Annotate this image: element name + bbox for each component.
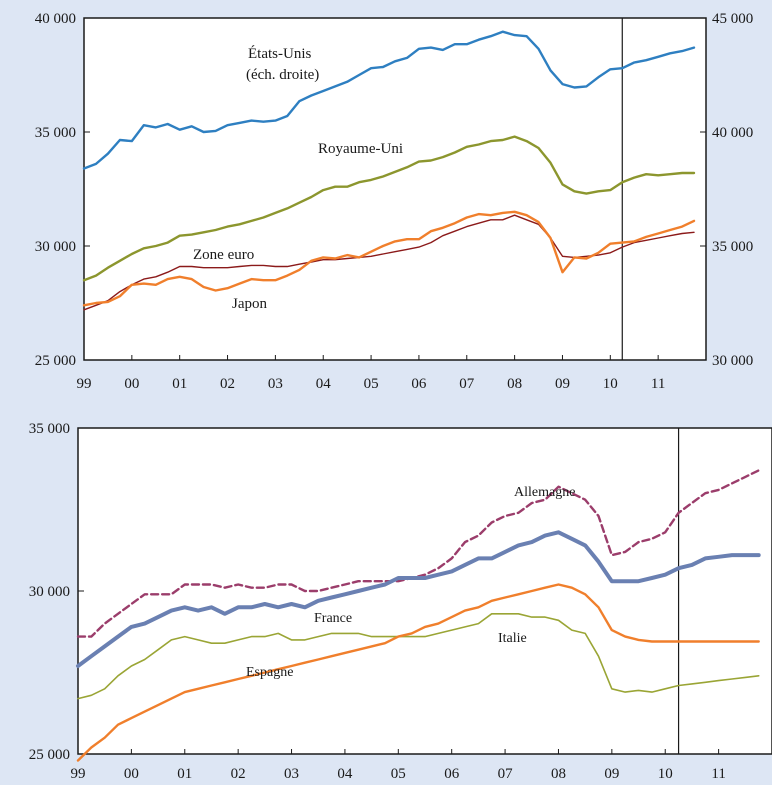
x-tick-label: 06 xyxy=(444,766,460,782)
x-tick-label: 08 xyxy=(551,766,566,782)
x-tick-label: 05 xyxy=(364,376,379,392)
chart-1-series-group xyxy=(82,30,696,311)
x-tick-label: 09 xyxy=(555,376,570,392)
x-tick-label: 00 xyxy=(124,766,139,782)
x-tick-label: 08 xyxy=(507,376,522,392)
y-right-tick-label: 30 000 xyxy=(712,353,753,369)
y-tick-label: 30 000 xyxy=(35,239,76,255)
chart-1-right-y-axis: 30 000 35 000 40 000 45 000 xyxy=(700,11,753,369)
y-tick-label: 35 000 xyxy=(29,421,70,437)
annotation-espagne: Espagne xyxy=(246,665,293,680)
chart-2-plot-area xyxy=(77,427,772,755)
series-line-japon xyxy=(82,210,696,307)
x-tick-label: 02 xyxy=(220,376,235,392)
x-tick-label: 05 xyxy=(391,766,406,782)
chart-2-euro-area-countries: 25 000 30 000 35 000 99 00 01 02 03 04 05 06 07 08 0… xyxy=(29,421,772,782)
annotation-japon: Japon xyxy=(232,296,267,312)
series-line-france xyxy=(76,530,761,668)
x-tick-label: 00 xyxy=(124,376,139,392)
chart-1-developed-economies: 25 000 30 000 35 000 40 000 30 000 35 000 40 … xyxy=(35,11,754,392)
series-line-etats-unis xyxy=(82,30,696,170)
series-line-royaume-uni xyxy=(82,135,696,282)
y-right-tick-label: 35 000 xyxy=(712,239,753,255)
chart-1-x-axis: 99 00 01 02 03 04 05 06 07 08 09 10 11 xyxy=(77,355,707,392)
chart-2-y-axis: 25 000 30 000 35 000 xyxy=(29,421,84,763)
x-tick-label: 04 xyxy=(337,766,353,782)
x-tick-label: 03 xyxy=(268,376,283,392)
x-tick-label: 03 xyxy=(284,766,299,782)
annotation-allemagne: Allemagne xyxy=(514,485,575,500)
y-tick-label: 25 000 xyxy=(29,747,70,763)
x-tick-label: 01 xyxy=(172,376,187,392)
chart-1-left-y-axis: 25 000 30 000 35 000 40 000 xyxy=(35,11,90,369)
x-tick-label: 02 xyxy=(231,766,246,782)
x-tick-label: 04 xyxy=(316,376,332,392)
annotation-france: France xyxy=(314,611,352,626)
x-tick-label: 99 xyxy=(77,376,92,392)
annotation-royaume-uni: Royaume-Uni xyxy=(318,141,403,157)
x-tick-label: 07 xyxy=(459,376,475,392)
series-line-espagne xyxy=(76,583,760,762)
chart-2-annotations: Allemagne France Italie Espagne xyxy=(246,485,575,680)
x-tick-label: 07 xyxy=(498,766,514,782)
x-tick-label: 11 xyxy=(711,766,725,782)
x-tick-label: 09 xyxy=(604,766,619,782)
annotation-etats-unis: États-Unis xyxy=(248,45,311,62)
x-tick-label: 99 xyxy=(71,766,86,782)
y-tick-label: 35 000 xyxy=(35,125,76,141)
x-tick-label: 10 xyxy=(658,766,673,782)
x-tick-label: 06 xyxy=(411,376,427,392)
x-tick-label: 10 xyxy=(603,376,618,392)
annotation-zone-euro: Zone euro xyxy=(193,247,254,263)
chart-2-x-axis: 99 00 01 02 03 04 05 06 07 08 09 10 11 xyxy=(71,749,772,782)
chart-1-annotations: États-Unis (éch. droite) Royaume-Uni Zon… xyxy=(193,45,403,312)
x-tick-label: 01 xyxy=(177,766,192,782)
y-right-tick-label: 45 000 xyxy=(712,11,753,27)
chart-2-series-group xyxy=(76,469,761,762)
y-tick-label: 40 000 xyxy=(35,11,76,27)
x-tick-label: 11 xyxy=(651,376,665,392)
y-right-tick-label: 40 000 xyxy=(712,125,753,141)
series-line-italie xyxy=(77,612,760,700)
y-tick-label: 25 000 xyxy=(35,353,76,369)
y-tick-label: 30 000 xyxy=(29,584,70,600)
annotation-etats-unis-scale: (éch. droite) xyxy=(246,67,319,83)
annotation-italie: Italie xyxy=(498,631,527,646)
